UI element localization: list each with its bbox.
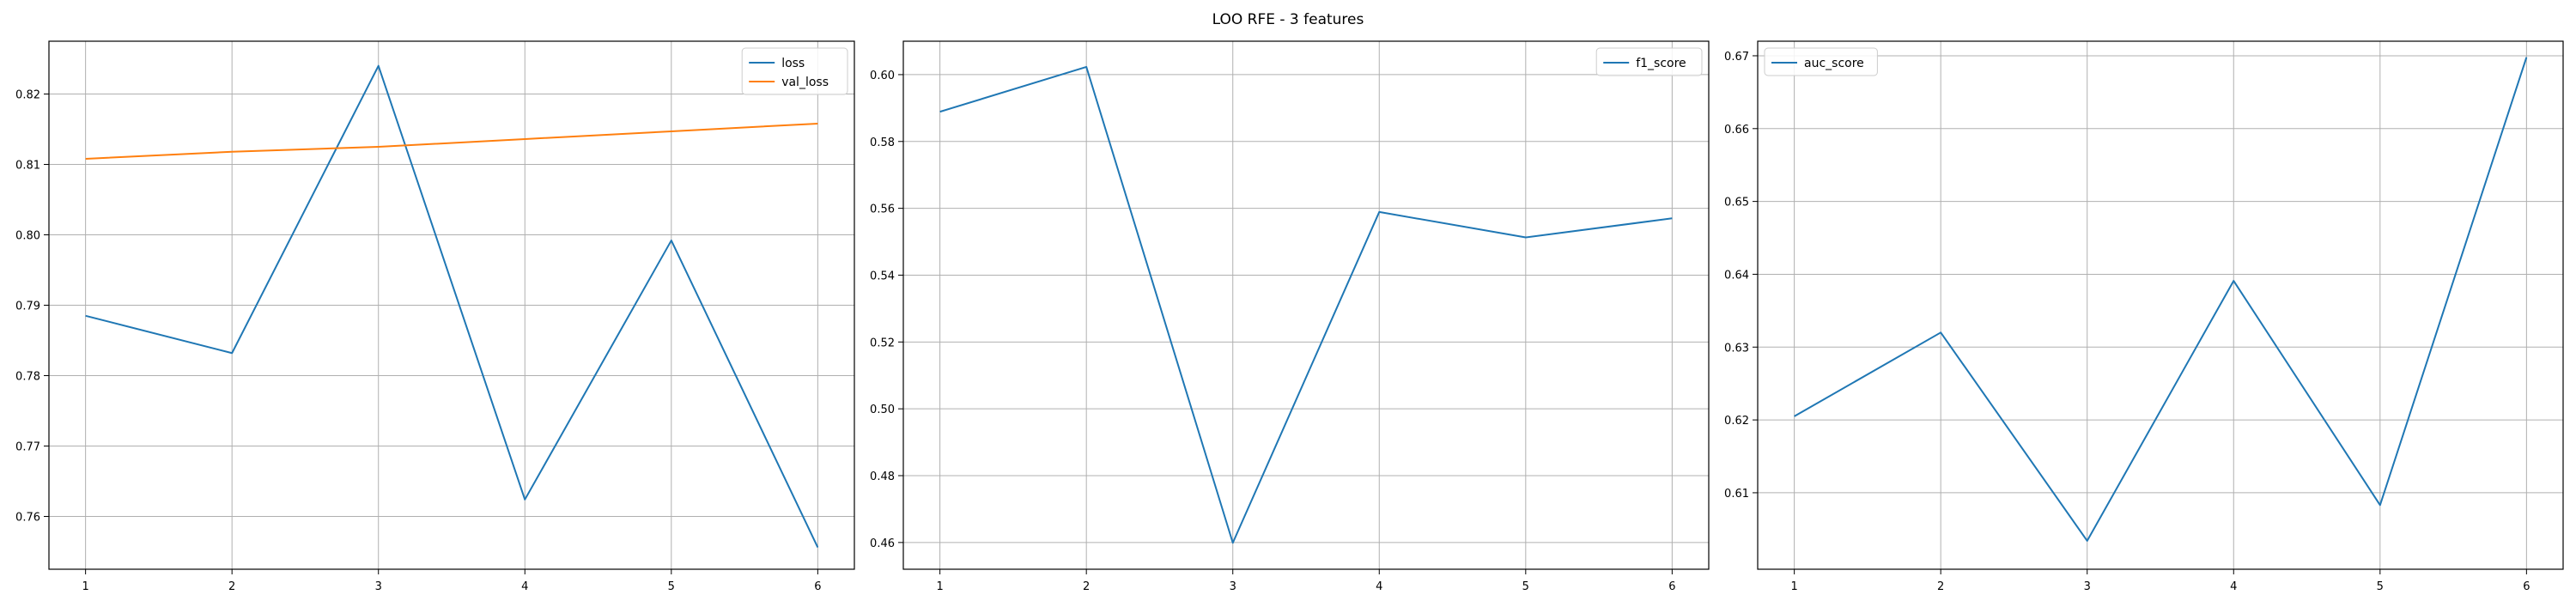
y-tick-label: 0.82 — [15, 89, 40, 102]
y-tick-label: 0.58 — [870, 137, 895, 149]
y-tick-label: 0.79 — [15, 300, 40, 313]
y-tick-label: 0.67 — [1724, 51, 1749, 64]
series-line-val_loss — [85, 122, 818, 160]
x-tick-label: 6 — [814, 580, 821, 593]
y-tick-label: 0.60 — [870, 70, 895, 82]
y-tick-label: 0.63 — [1724, 342, 1749, 355]
x-tick-label: 3 — [2084, 580, 2091, 593]
x-tick-label: 6 — [2523, 580, 2530, 593]
y-tick-label: 0.80 — [15, 230, 40, 243]
x-tick-label: 5 — [2377, 580, 2384, 593]
legend-label-auc_score: auc_score — [1804, 57, 1864, 70]
x-tick-label: 3 — [375, 580, 382, 593]
x-tick-label: 5 — [668, 580, 675, 593]
x-tick-label: 2 — [1937, 580, 1944, 593]
y-tick-label: 0.52 — [870, 337, 895, 349]
subplot-1: 1 2 3 4 5 6 0.76 0.77 0.78 0.79 0.80 0.81 0.82 loss va… — [15, 40, 855, 593]
y-tick-label: 0.66 — [1724, 124, 1749, 137]
legend: auc_score — [1764, 47, 1878, 76]
y-tick-label: 0.81 — [15, 160, 40, 173]
subplots: 1 2 3 4 5 6 0.76 0.77 0.78 0.79 0.80 0.81 0.82 loss va… — [15, 40, 2564, 593]
subplot-2: 1 2 3 4 5 6 0.46 0.48 0.50 0.52 0.54 0.56 0.58 0.60 f1… — [870, 40, 1710, 593]
y-tick-label: 0.78 — [15, 371, 40, 384]
legend-box — [1595, 47, 1703, 76]
series-line-f1_score — [939, 65, 1673, 544]
y-tick-label: 0.50 — [870, 404, 895, 416]
y-tick-label: 0.76 — [15, 512, 40, 525]
x-tick-label: 1 — [82, 580, 88, 593]
figure-title: LOO RFE - 3 features — [1212, 11, 1364, 28]
y-tick-label: 0.48 — [870, 470, 895, 483]
x-tick-label: 3 — [1230, 580, 1236, 593]
legend: f1_score — [1595, 47, 1703, 76]
subplot-3: 1 2 3 4 5 6 0.61 0.62 0.63 0.64 0.65 0.66 0.67 auc_sc… — [1724, 40, 2564, 593]
x-tick-label: 4 — [521, 580, 528, 593]
legend: loss val_loss — [741, 47, 848, 95]
x-tick-label: 6 — [1668, 580, 1675, 593]
series-line-loss — [85, 64, 819, 549]
y-tick-label: 0.65 — [1724, 197, 1749, 209]
legend-label-f1_score: f1_score — [1636, 57, 1686, 70]
y-tick-label: 0.61 — [1724, 488, 1749, 501]
y-tick-label: 0.77 — [15, 441, 40, 454]
legend-box — [1764, 47, 1878, 76]
y-tick-label: 0.56 — [870, 203, 895, 216]
y-tick-label: 0.54 — [870, 270, 895, 282]
y-tick-label: 0.62 — [1724, 415, 1749, 428]
x-tick-label: 4 — [1376, 580, 1382, 593]
legend-label-val_loss: val_loss — [781, 76, 829, 89]
x-tick-label: 5 — [1522, 580, 1529, 593]
axes-frame — [1757, 40, 2564, 570]
axes-frame — [48, 40, 855, 570]
series-line-auc_score — [1794, 57, 2528, 542]
axes-frame — [902, 40, 1710, 570]
x-tick-label: 1 — [936, 580, 943, 593]
x-tick-label: 2 — [1083, 580, 1090, 593]
x-tick-label: 2 — [228, 580, 235, 593]
x-tick-label: 1 — [1790, 580, 1797, 593]
y-tick-label: 0.64 — [1724, 269, 1749, 282]
legend-label-loss: loss — [781, 57, 805, 70]
x-tick-label: 4 — [2230, 580, 2237, 593]
y-tick-label: 0.46 — [870, 537, 895, 550]
legend-box — [741, 47, 848, 95]
